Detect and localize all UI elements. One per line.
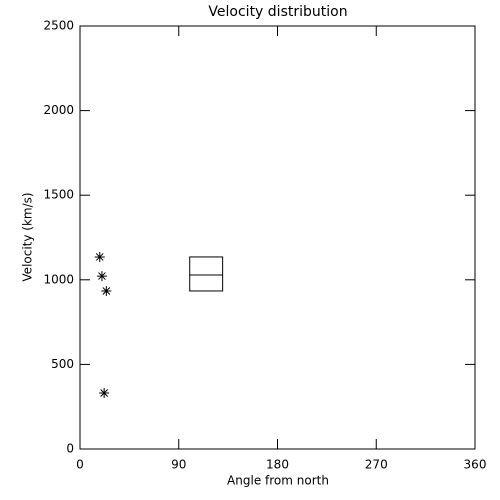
x-axis-label: Angle from north xyxy=(227,474,329,488)
y-tick-label: 1000 xyxy=(43,272,74,286)
asterisk-point xyxy=(94,251,105,262)
chart-title: Velocity distribution xyxy=(208,4,347,20)
box xyxy=(189,256,224,292)
asterisk-point xyxy=(99,387,110,398)
x-tick-label: 0 xyxy=(76,458,84,472)
x-tick-label: 180 xyxy=(266,458,289,472)
asterisk-point xyxy=(101,285,112,296)
x-tick-label: 90 xyxy=(171,458,186,472)
x-tick-label: 270 xyxy=(365,458,388,472)
y-tick-label: 500 xyxy=(51,357,74,371)
x-tick-label: 360 xyxy=(464,458,487,472)
plot-frame xyxy=(79,25,476,450)
y-tick-label: 2000 xyxy=(43,103,74,117)
y-tick-label: 0 xyxy=(66,442,74,456)
y-axis-label: Velocity (km/s) xyxy=(21,192,35,281)
y-tick-label: 2500 xyxy=(43,19,74,33)
asterisk-point xyxy=(96,271,107,282)
y-tick-label: 1500 xyxy=(43,188,74,202)
